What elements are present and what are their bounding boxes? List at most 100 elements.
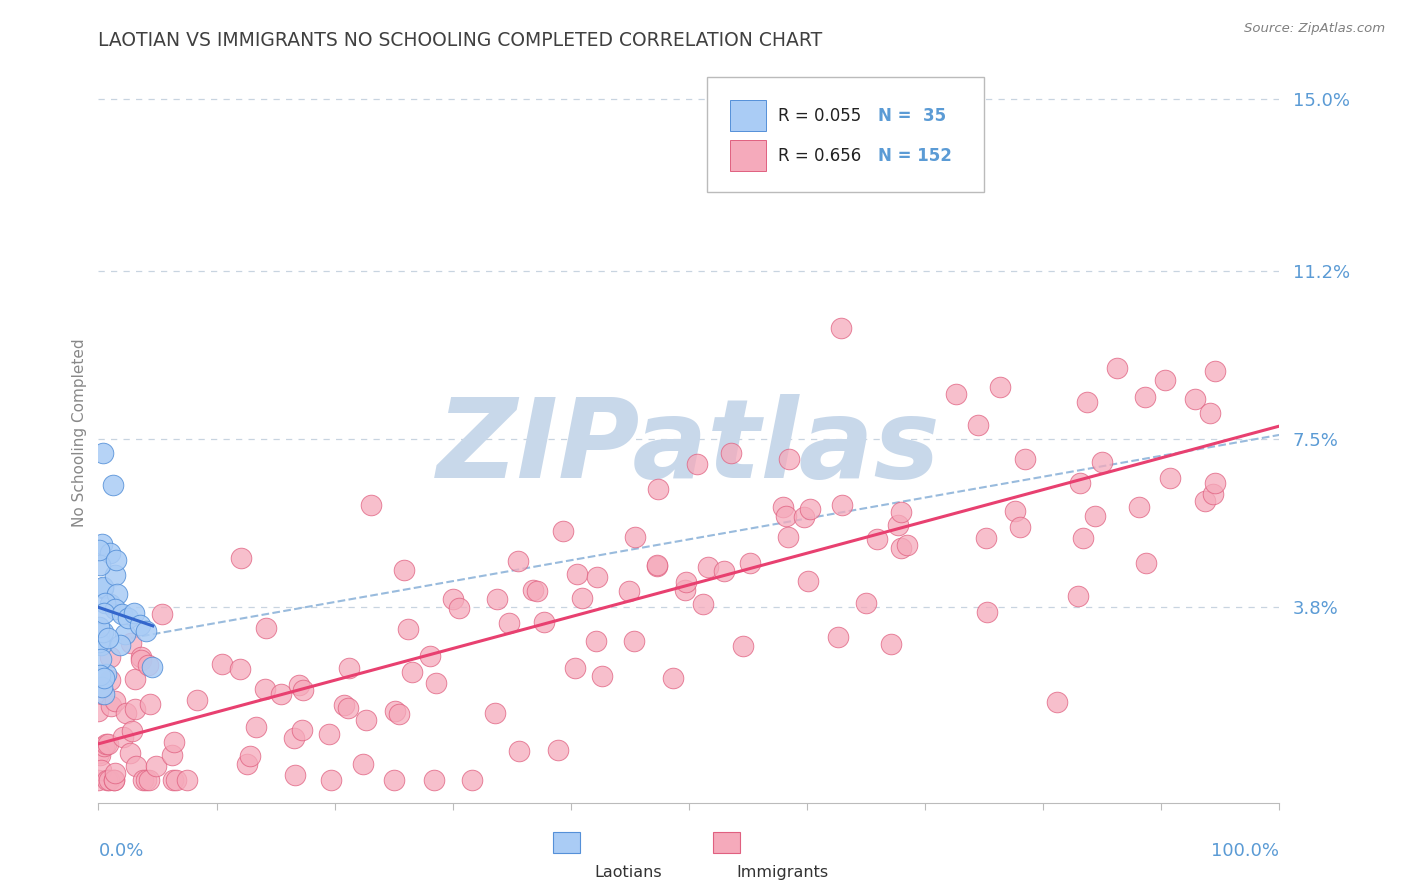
Point <box>793 510 815 524</box>
Point <box>356 714 378 728</box>
Point <box>662 671 685 685</box>
Point <box>441 592 464 607</box>
Point <box>508 744 530 758</box>
Point <box>586 570 609 584</box>
Point <box>98 673 121 687</box>
Point <box>388 707 411 722</box>
Text: LAOTIAN VS IMMIGRANTS NO SCHOOLING COMPLETED CORRELATION CHART: LAOTIAN VS IMMIGRANTS NO SCHOOLING COMPL… <box>98 31 823 50</box>
FancyBboxPatch shape <box>713 832 740 853</box>
Point <box>91 580 114 594</box>
Point <box>120 635 142 649</box>
Point <box>91 537 114 551</box>
Point <box>827 630 849 644</box>
Point <box>830 321 852 335</box>
Point <box>360 498 382 512</box>
Point <box>974 531 997 545</box>
Point <box>108 638 131 652</box>
Point <box>283 731 305 746</box>
Point <box>132 773 155 788</box>
Point <box>1135 556 1157 570</box>
Point <box>778 451 800 466</box>
Point <box>508 554 530 568</box>
Point <box>129 649 152 664</box>
Point <box>1004 504 1026 518</box>
Point <box>1105 361 1128 376</box>
Point <box>176 773 198 788</box>
Point <box>160 747 183 762</box>
Point <box>976 605 998 619</box>
Point <box>104 602 127 616</box>
Point <box>105 553 128 567</box>
Point <box>87 627 110 641</box>
Point <box>93 687 115 701</box>
Point <box>396 622 419 636</box>
Point <box>498 615 520 630</box>
Text: Laotians: Laotians <box>595 865 662 880</box>
Point <box>87 705 110 719</box>
Point <box>90 680 112 694</box>
Point <box>318 727 340 741</box>
Point <box>896 538 918 552</box>
Point <box>645 558 668 572</box>
Point <box>145 759 167 773</box>
Point <box>90 652 112 666</box>
Text: R = 0.055: R = 0.055 <box>778 107 860 125</box>
FancyBboxPatch shape <box>730 100 766 131</box>
Point <box>645 558 668 573</box>
Point <box>117 611 139 625</box>
Point <box>139 698 162 712</box>
Point <box>93 581 115 595</box>
Point <box>447 600 470 615</box>
Point <box>211 657 233 671</box>
FancyBboxPatch shape <box>730 140 766 171</box>
Point <box>890 541 912 555</box>
Point <box>128 618 150 632</box>
Point <box>135 624 157 638</box>
Point <box>104 693 127 707</box>
Point <box>87 773 110 788</box>
Point <box>886 517 908 532</box>
Text: R = 0.656: R = 0.656 <box>778 146 860 165</box>
Point <box>567 566 589 581</box>
Point <box>89 558 111 572</box>
Point <box>89 763 111 777</box>
Point <box>124 672 146 686</box>
Y-axis label: No Schooling Completed: No Schooling Completed <box>72 338 87 527</box>
Point <box>623 633 645 648</box>
Point <box>1153 372 1175 386</box>
Point <box>253 682 276 697</box>
Point <box>141 659 163 673</box>
Point <box>229 662 252 676</box>
Point <box>87 620 110 634</box>
FancyBboxPatch shape <box>707 78 984 192</box>
Point <box>105 587 128 601</box>
Point <box>124 701 146 715</box>
Text: N = 152: N = 152 <box>877 146 952 165</box>
Point <box>114 706 136 721</box>
Point <box>720 446 742 460</box>
Point <box>1184 392 1206 406</box>
Point <box>1204 475 1226 490</box>
Point <box>1194 493 1216 508</box>
Point <box>124 758 146 772</box>
Point <box>165 773 187 788</box>
Point <box>419 649 441 664</box>
Point <box>245 720 267 734</box>
Point <box>890 505 912 519</box>
Text: Source: ZipAtlas.com: Source: ZipAtlas.com <box>1244 22 1385 36</box>
Point <box>100 698 122 713</box>
Point <box>617 584 640 599</box>
Point <box>97 773 120 788</box>
Point <box>533 615 555 630</box>
Point <box>425 676 447 690</box>
FancyBboxPatch shape <box>553 832 581 853</box>
Point <box>1014 451 1036 466</box>
Point <box>740 556 762 570</box>
Point <box>772 500 794 514</box>
Point <box>1008 520 1031 534</box>
Point <box>103 773 125 788</box>
Point <box>186 692 208 706</box>
Point <box>831 498 853 512</box>
Point <box>288 678 311 692</box>
Point <box>423 773 446 788</box>
